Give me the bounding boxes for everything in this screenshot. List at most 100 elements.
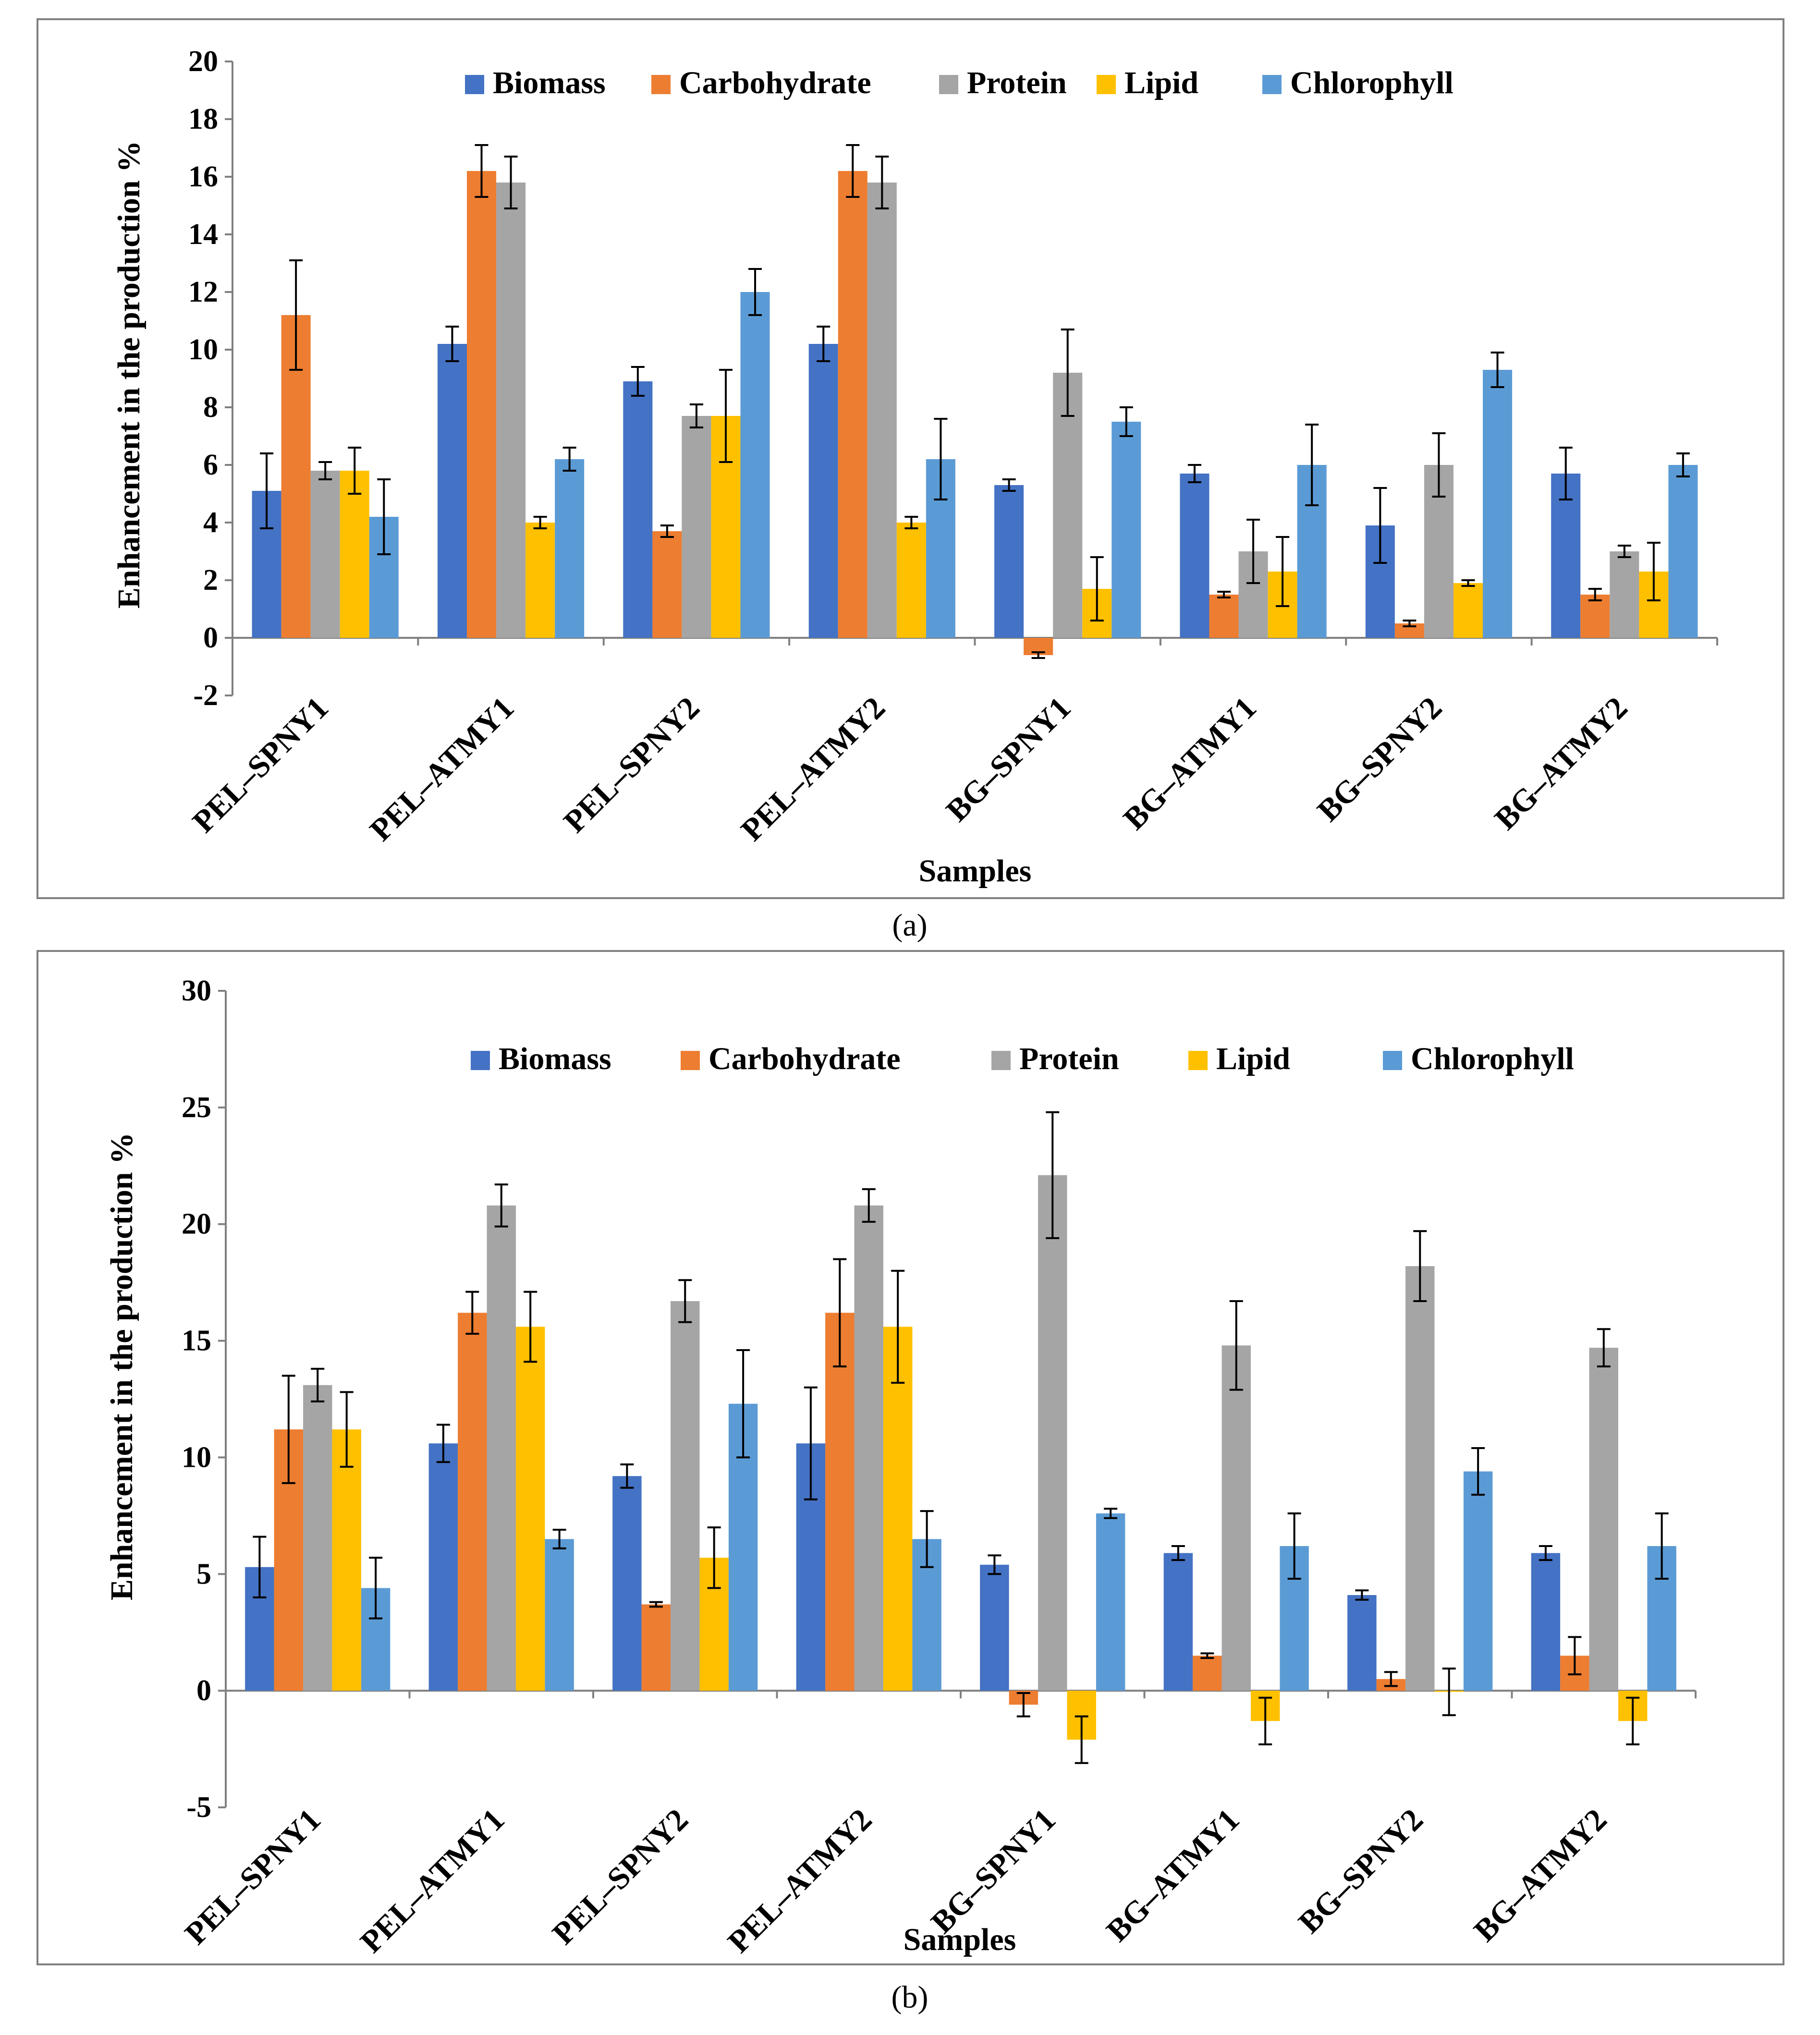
legend-label: Chlorophyll: [1290, 65, 1454, 100]
bar: [838, 171, 867, 638]
y-tick-label: 12: [188, 276, 218, 308]
error-bar: [804, 1386, 818, 1500]
error-bar: [494, 1183, 508, 1228]
error-bar: [1676, 452, 1690, 477]
error-bar: [465, 1291, 479, 1335]
bar: [612, 1476, 642, 1691]
error-bar: [1119, 406, 1133, 437]
bar: [1580, 595, 1610, 638]
error-bar: [1373, 487, 1387, 564]
error-bar: [1200, 1652, 1214, 1659]
legend-label: Chlorophyll: [1411, 1041, 1574, 1076]
y-tick-label: 10: [188, 333, 218, 366]
x-axis-label-b: Samples: [904, 1922, 1016, 1957]
bar: [340, 471, 369, 638]
bar: [641, 1604, 671, 1691]
chart-panel-b: Enhancement in the production % Samples …: [37, 950, 1784, 1965]
y-tick-label: 30: [182, 975, 211, 1007]
legend-label: Protein: [967, 65, 1067, 100]
legend-label: Biomass: [493, 65, 606, 100]
bar: [883, 1327, 913, 1691]
legend-swatch: [1097, 75, 1116, 94]
y-tick-label: 0: [196, 1674, 211, 1707]
error-bar: [311, 1367, 325, 1402]
error-bar: [891, 1269, 905, 1384]
bar: [1405, 1266, 1435, 1691]
error-bar: [660, 524, 674, 538]
legend-swatch: [1262, 75, 1282, 94]
legend-swatch: [1188, 1051, 1208, 1070]
error-bar: [1104, 1508, 1118, 1519]
error-bar: [1403, 620, 1417, 627]
legend-item-biomass: Biomass: [465, 65, 606, 100]
error-bar: [281, 1375, 295, 1484]
error-bar: [904, 516, 918, 529]
error-bar: [552, 1529, 566, 1549]
error-bar: [817, 326, 831, 362]
error-bar: [1471, 1447, 1485, 1496]
bar: [1209, 595, 1239, 638]
y-tick-label: 2: [203, 564, 218, 597]
bar: [310, 471, 340, 638]
y-tick-label: 4: [203, 506, 218, 539]
bar: [525, 523, 555, 638]
error-bar: [524, 1291, 537, 1363]
error-bar: [1647, 542, 1661, 601]
bar: [980, 1564, 1009, 1691]
bar: [1038, 1175, 1067, 1691]
y-tick-label: 8: [203, 391, 218, 424]
y-axis-label-a: Enhancement in the production %: [111, 141, 147, 609]
error-bar: [1276, 536, 1290, 607]
bar: [1610, 551, 1639, 638]
bar: [1112, 422, 1141, 638]
bar: [1221, 1345, 1251, 1691]
bar: [1453, 583, 1483, 638]
y-tick-label: 0: [203, 621, 218, 654]
error-bar: [1461, 579, 1475, 587]
y-tick-label: -5: [186, 1791, 211, 1824]
legend-a: Biomass Carbohydrate Protein Lipid Chlorophy…: [465, 65, 1454, 100]
bar: [1096, 1513, 1125, 1691]
bar: [808, 344, 838, 638]
y-tick-label: 18: [188, 103, 218, 135]
error-bar: [253, 1535, 267, 1598]
bar: [428, 1443, 458, 1691]
bar: [825, 1313, 855, 1691]
error-bar: [678, 1279, 692, 1323]
series-chlorophyll: [369, 268, 1698, 638]
bar: [1163, 1553, 1193, 1691]
chart-panel-a: Enhancement in the production % Samples …: [37, 18, 1784, 899]
error-bar: [436, 1424, 450, 1463]
error-bar: [1229, 1300, 1243, 1391]
legend-item-carbohydrate: Carbohydrate: [651, 65, 871, 100]
bar: [1193, 1656, 1222, 1691]
error-bar: [1002, 478, 1016, 492]
series-carbohydrate: [281, 144, 1610, 659]
bar: [1589, 1348, 1618, 1691]
y-tick-label: 6: [203, 449, 218, 481]
error-bar: [1061, 329, 1075, 417]
legend-item-lipid: Lipid: [1188, 1041, 1290, 1076]
bar: [1483, 370, 1513, 638]
legend-item-biomass: Biomass: [471, 1041, 611, 1076]
series-protein: [303, 1111, 1618, 1691]
error-bar: [689, 403, 703, 428]
error-bar: [1588, 588, 1602, 601]
legend-item-protein: Protein: [939, 65, 1067, 100]
legend-item-chlorophyll: Chlorophyll: [1383, 1041, 1574, 1076]
bar: [437, 344, 467, 638]
y-axis-label-b: Enhancement in the production %: [104, 1133, 139, 1600]
error-bar: [1559, 447, 1573, 500]
bar: [487, 1205, 516, 1691]
bar: [854, 1205, 883, 1691]
error-bar: [1490, 352, 1504, 388]
bar: [458, 1313, 487, 1691]
error-bar: [1384, 1671, 1398, 1687]
error-bar: [1413, 1230, 1427, 1302]
bar: [1347, 1595, 1377, 1691]
bar: [896, 523, 926, 638]
error-bar: [1568, 1636, 1582, 1676]
legend-swatch: [939, 75, 958, 94]
y-tick-label: -2: [193, 679, 218, 712]
legend-swatch: [651, 75, 671, 94]
